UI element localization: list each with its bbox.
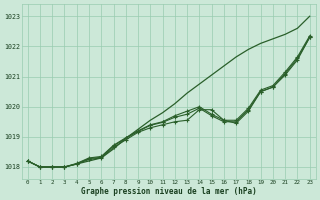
X-axis label: Graphe pression niveau de la mer (hPa): Graphe pression niveau de la mer (hPa) [81, 187, 257, 196]
